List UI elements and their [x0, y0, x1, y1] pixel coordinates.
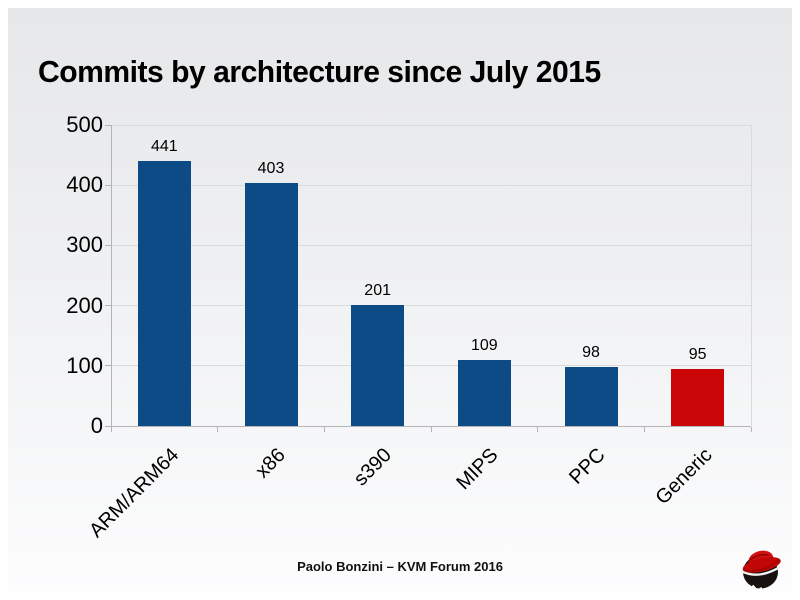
gridline [111, 305, 751, 307]
y-tick [105, 305, 111, 307]
x-tick [643, 427, 645, 432]
bar-value-label: 98 [582, 344, 600, 361]
bar-generic [671, 368, 725, 426]
bar-value-label: 441 [150, 137, 178, 155]
x-tick [323, 427, 325, 432]
x-axis-line [111, 426, 751, 427]
y-axis-label: 100 [66, 352, 103, 378]
y-axis-line [110, 125, 112, 427]
bar-value-label: 201 [364, 281, 391, 299]
x-tick [217, 427, 219, 432]
x-axis-label: s390 [349, 444, 397, 491]
x-axis-label: PPC [564, 444, 610, 489]
x-tick [110, 427, 112, 432]
gridline [111, 184, 751, 186]
x-tick [537, 427, 539, 432]
x-axis-label: MIPS [452, 444, 503, 495]
y-axis-label: 300 [66, 232, 103, 258]
y-tick [105, 244, 111, 246]
footer-text: Paolo Bonzini – KVM Forum 2016 [297, 559, 503, 574]
x-axis-label: x86 [251, 444, 290, 483]
bar-mips [457, 360, 511, 426]
x-axis-label: Generic [651, 444, 717, 510]
bar-arm-arm64 [137, 160, 191, 426]
bar-value-label: 109 [470, 337, 498, 355]
page-title: Commits by architecture since July 2015 [38, 54, 601, 89]
y-axis-label: 400 [66, 172, 103, 198]
gridline [111, 124, 751, 126]
slide: Commits by architecture since July 2015 … [8, 8, 792, 592]
bar-chart: 0 100 200 300 400 500 441 ARM/ARM64 403 x86 201 s39… [8, 8, 792, 592]
bar-x86 [244, 183, 298, 426]
bar-s390 [351, 304, 405, 426]
bar-value-label: 403 [257, 160, 285, 178]
y-tick [105, 184, 111, 186]
bar-value-label: 95 [688, 345, 707, 363]
y-tick [105, 365, 111, 367]
y-tick [105, 425, 111, 427]
y-axis-label: 200 [66, 292, 103, 318]
y-tick [105, 124, 111, 126]
x-tick [430, 427, 432, 432]
x-axis-label: ARM/ARM64 [84, 444, 183, 543]
x-tick [750, 427, 752, 432]
gridline [111, 365, 751, 367]
y-axis-label: 500 [66, 112, 103, 137]
redhat-shadowman-logo [740, 550, 783, 592]
gridline [111, 244, 751, 246]
plot-right-border [751, 125, 752, 426]
bar-ppc [564, 367, 618, 426]
y-axis-label: 0 [90, 413, 103, 438]
